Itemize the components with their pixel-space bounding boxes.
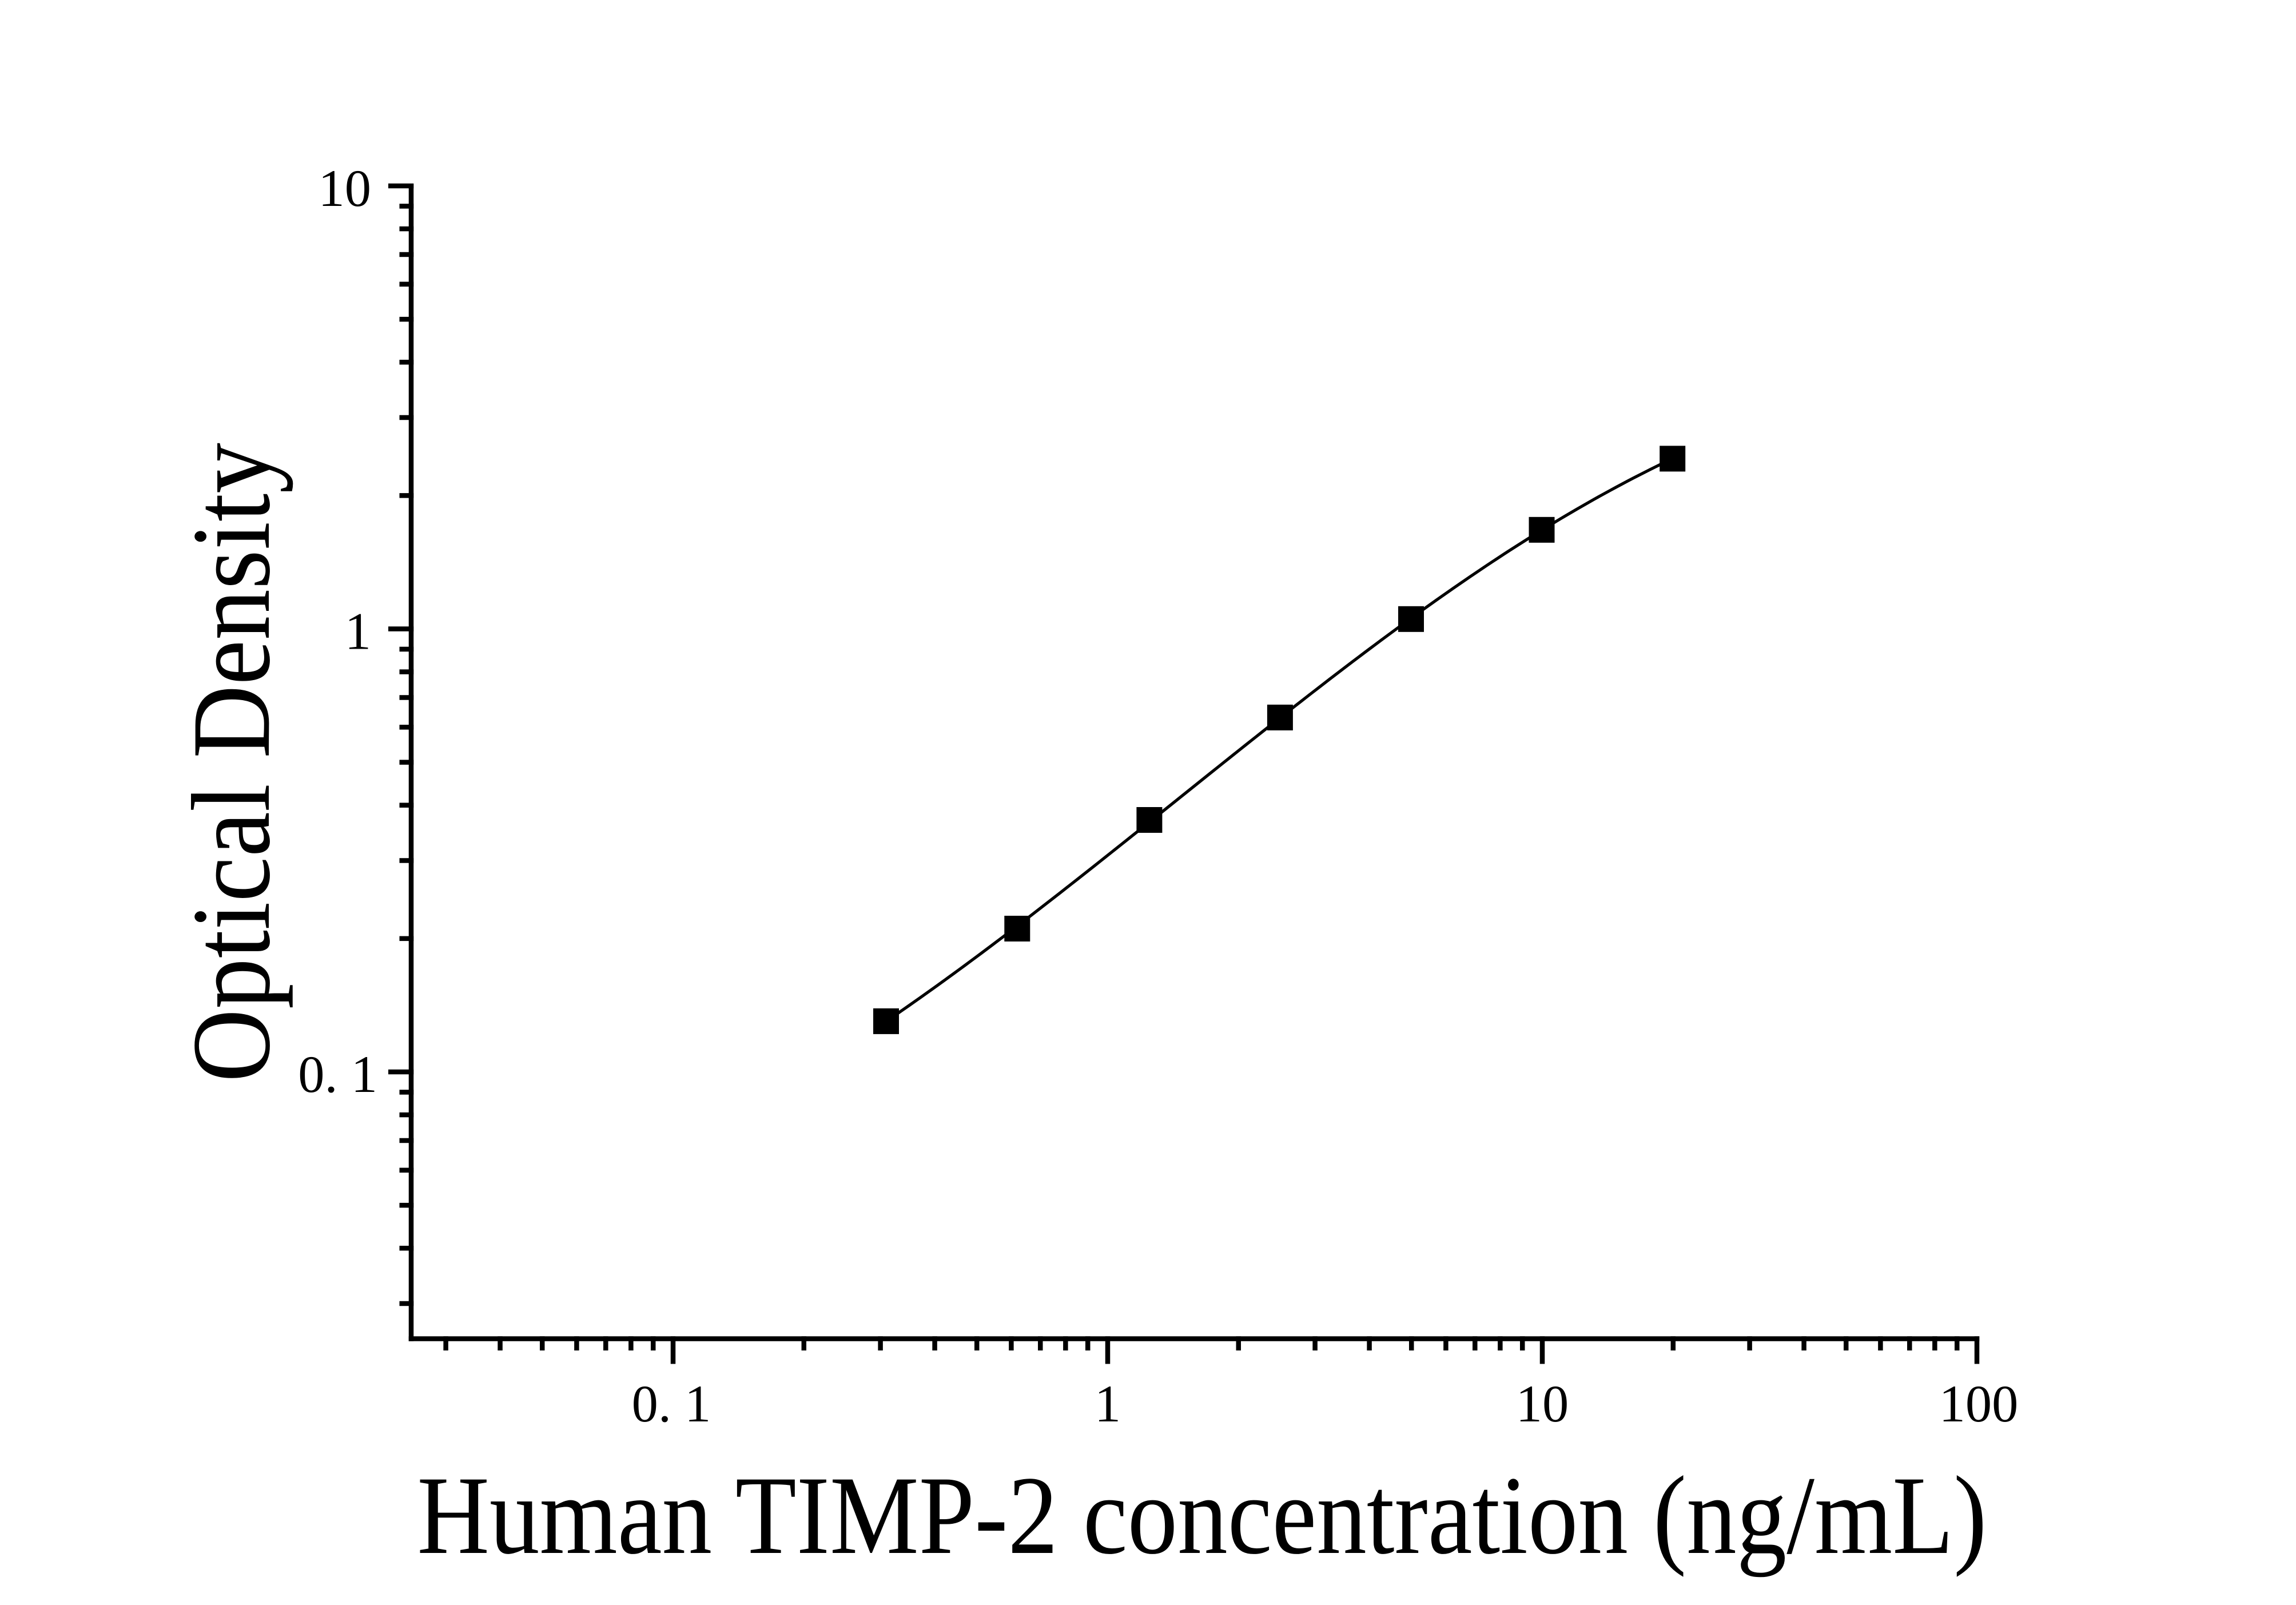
svg-text:1: 1 — [1095, 1375, 1121, 1433]
svg-text:Human TIMP-2 concentration (ng: Human TIMP-2 concentration (ng/mL) — [417, 1453, 1987, 1578]
svg-text:10: 10 — [1516, 1375, 1569, 1433]
svg-text:0. 1: 0. 1 — [298, 1046, 377, 1104]
svg-text:100: 100 — [1939, 1375, 2019, 1433]
svg-text:0. 1: 0. 1 — [632, 1375, 711, 1433]
svg-text:Optical Density: Optical Density — [169, 443, 293, 1082]
svg-text:1: 1 — [345, 603, 371, 661]
svg-text:10: 10 — [319, 160, 372, 218]
